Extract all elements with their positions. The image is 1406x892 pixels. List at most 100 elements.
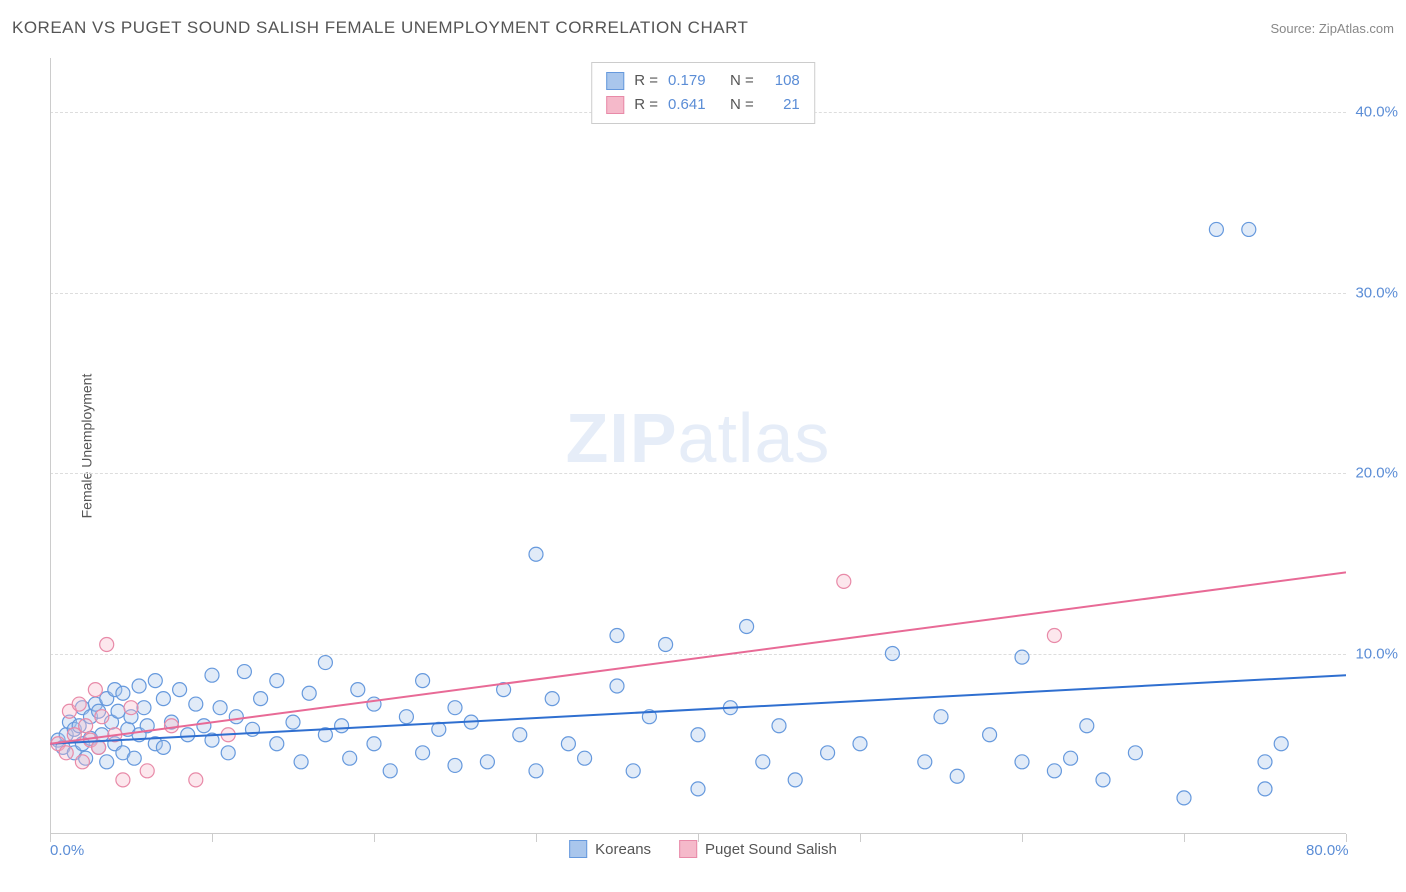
source-name: ZipAtlas.com: [1319, 21, 1394, 36]
x-tick-mark: [50, 834, 51, 842]
data-point: [626, 764, 640, 778]
data-point: [294, 755, 308, 769]
data-point: [1047, 764, 1061, 778]
data-point: [659, 638, 673, 652]
legend-n-value: 21: [764, 93, 800, 117]
data-point: [367, 737, 381, 751]
data-point: [205, 668, 219, 682]
data-point: [100, 755, 114, 769]
data-point: [1274, 737, 1288, 751]
correlation-legend: R = 0.179 N = 108 R = 0.641 N = 21: [591, 62, 815, 124]
chart-title: KOREAN VS PUGET SOUND SALISH FEMALE UNEM…: [12, 18, 748, 38]
data-point: [529, 764, 543, 778]
data-point: [302, 686, 316, 700]
data-point: [561, 737, 575, 751]
legend-r-value: 0.641: [668, 93, 720, 117]
data-point: [75, 755, 89, 769]
series-legend-item: Koreans: [569, 840, 651, 858]
data-point: [88, 683, 102, 697]
data-point: [821, 746, 835, 760]
data-point: [286, 715, 300, 729]
legend-swatch: [606, 72, 624, 90]
data-point: [181, 728, 195, 742]
legend-swatch: [679, 840, 697, 858]
data-point: [788, 773, 802, 787]
data-point: [416, 746, 430, 760]
data-point: [772, 719, 786, 733]
legend-row: R = 0.641 N = 21: [606, 93, 800, 117]
y-tick-label: 30.0%: [1355, 284, 1398, 301]
x-tick-mark: [860, 834, 861, 842]
x-tick-mark: [1346, 834, 1347, 842]
data-point: [1015, 755, 1029, 769]
data-point: [1177, 791, 1191, 805]
data-point: [983, 728, 997, 742]
x-tick-mark: [1184, 834, 1185, 842]
data-point: [270, 737, 284, 751]
legend-swatch: [606, 96, 624, 114]
data-point: [1015, 650, 1029, 664]
data-point: [399, 710, 413, 724]
data-point: [132, 679, 146, 693]
series-legend-label: Koreans: [595, 841, 651, 858]
data-point: [124, 701, 138, 715]
data-point: [610, 679, 624, 693]
x-tick-mark: [212, 834, 213, 842]
data-point: [173, 683, 187, 697]
x-tick-mark: [374, 834, 375, 842]
data-point: [691, 728, 705, 742]
source-attribution: Source: ZipAtlas.com: [1270, 21, 1394, 36]
data-point: [1096, 773, 1110, 787]
data-point: [254, 692, 268, 706]
legend-r-label: R =: [634, 69, 658, 93]
legend-swatch: [569, 840, 587, 858]
data-point: [318, 656, 332, 670]
data-point: [197, 719, 211, 733]
data-point: [343, 751, 357, 765]
data-point: [165, 719, 179, 733]
data-point: [480, 755, 494, 769]
data-point: [137, 701, 151, 715]
data-point: [189, 697, 203, 711]
data-point: [229, 710, 243, 724]
legend-n-value: 108: [764, 69, 800, 93]
y-tick-label: 40.0%: [1355, 104, 1398, 121]
data-point: [545, 692, 559, 706]
data-point: [111, 704, 125, 718]
legend-row: R = 0.179 N = 108: [606, 69, 800, 93]
plot-area: ZIPatlas: [50, 58, 1346, 834]
data-point: [1080, 719, 1094, 733]
data-point: [116, 686, 130, 700]
data-point: [270, 674, 284, 688]
data-point: [156, 740, 170, 754]
x-tick-label: 0.0%: [50, 842, 84, 859]
data-point: [610, 628, 624, 642]
data-point: [691, 782, 705, 796]
data-point: [1047, 628, 1061, 642]
data-point: [95, 710, 109, 724]
data-point: [513, 728, 527, 742]
data-point: [148, 674, 162, 688]
data-point: [367, 697, 381, 711]
legend-n-label: N =: [730, 93, 754, 117]
data-point: [116, 773, 130, 787]
legend-n-label: N =: [730, 69, 754, 93]
data-point: [448, 758, 462, 772]
data-point: [189, 773, 203, 787]
data-point: [837, 574, 851, 588]
legend-r-value: 0.179: [668, 69, 720, 93]
data-point: [59, 746, 73, 760]
data-point: [140, 764, 154, 778]
trend-line: [50, 572, 1346, 743]
data-point: [853, 737, 867, 751]
data-point: [351, 683, 365, 697]
legend-r-label: R =: [634, 93, 658, 117]
data-point: [918, 755, 932, 769]
data-point: [1258, 755, 1272, 769]
data-point: [529, 547, 543, 561]
series-legend-label: Puget Sound Salish: [705, 841, 837, 858]
data-point: [92, 740, 106, 754]
x-tick-label: 80.0%: [1306, 842, 1349, 859]
data-point: [1128, 746, 1142, 760]
data-point: [383, 764, 397, 778]
